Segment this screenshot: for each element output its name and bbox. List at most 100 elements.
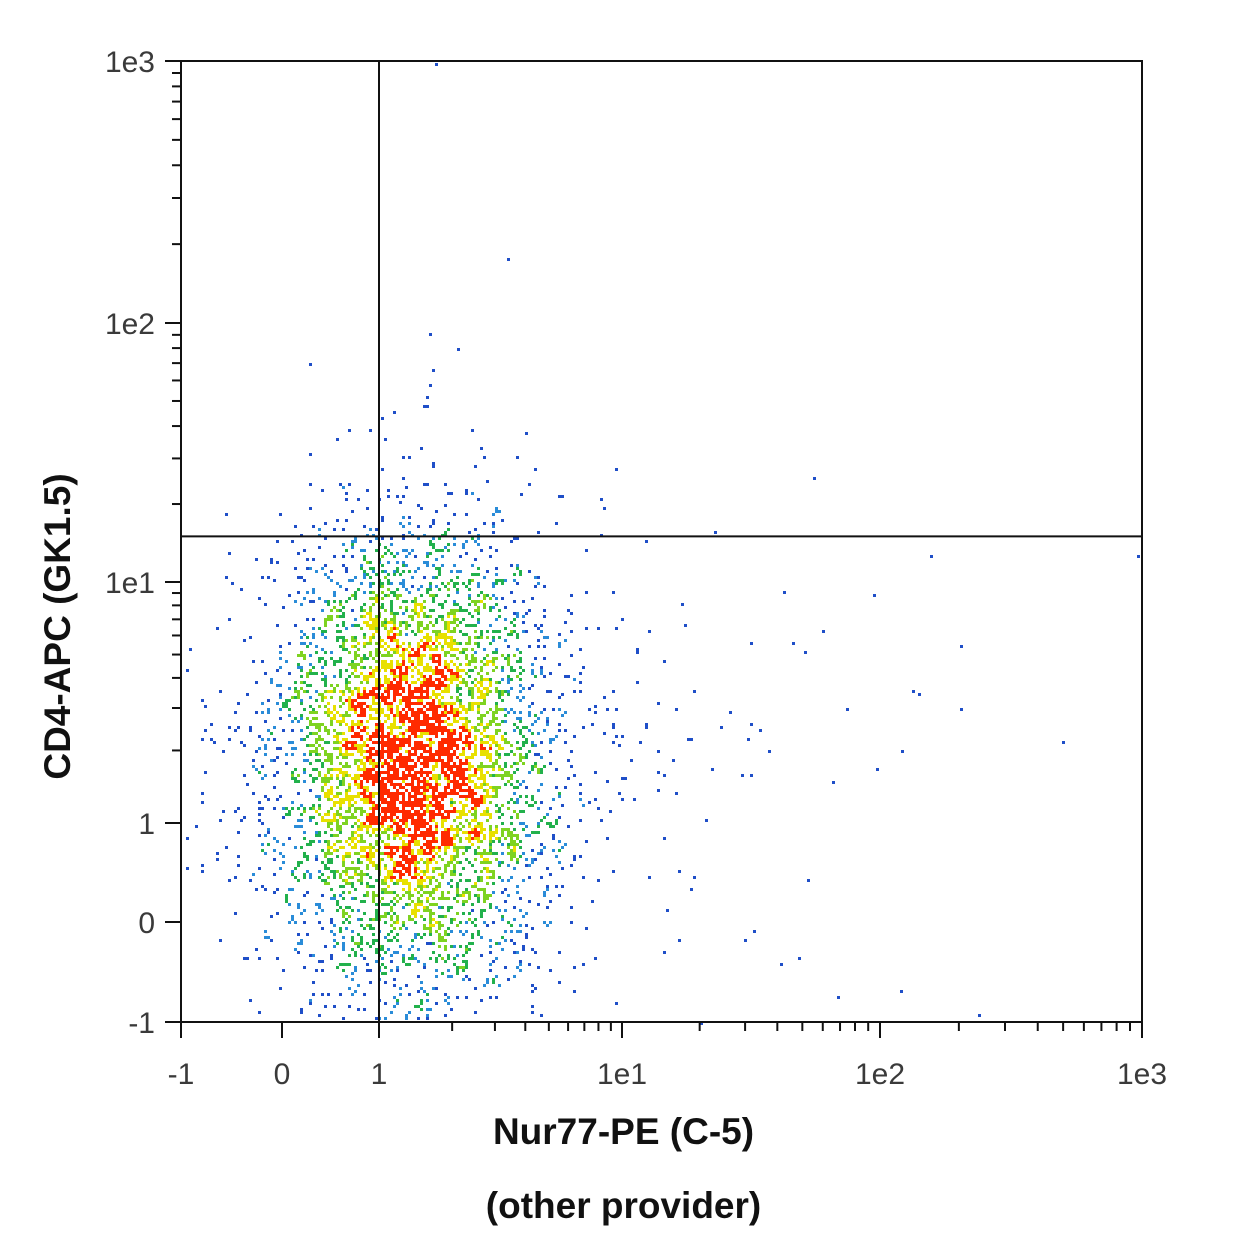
event-dot xyxy=(456,783,459,786)
event-dot xyxy=(486,867,489,870)
event-dot xyxy=(432,741,435,744)
event-dot xyxy=(432,465,435,468)
event-dot xyxy=(429,942,432,945)
event-dot xyxy=(447,975,450,978)
event-dot xyxy=(435,975,438,978)
event-dot xyxy=(390,870,393,873)
event-dot xyxy=(465,720,468,723)
event-dot xyxy=(465,663,468,666)
event-dot xyxy=(516,813,519,816)
event-dot xyxy=(483,606,486,609)
event-dot xyxy=(495,630,498,633)
event-dot xyxy=(477,618,480,621)
event-dot xyxy=(435,705,438,708)
event-dot xyxy=(435,813,438,816)
event-dot xyxy=(429,777,432,780)
event-dot xyxy=(462,777,465,780)
event-dot xyxy=(441,744,444,747)
event-dot xyxy=(417,756,420,759)
event-dot xyxy=(501,699,504,702)
event-dot xyxy=(474,678,477,681)
event-dot xyxy=(447,897,450,900)
event-dot xyxy=(447,813,450,816)
event-dot xyxy=(267,936,270,939)
event-dot xyxy=(339,885,342,888)
event-dot xyxy=(498,510,501,513)
event-dot xyxy=(414,906,417,909)
event-dot xyxy=(387,630,390,633)
event-dot xyxy=(405,963,408,966)
event-dot xyxy=(459,759,462,762)
event-dot xyxy=(369,690,372,693)
event-dot xyxy=(501,879,504,882)
event-dot xyxy=(420,1002,423,1005)
event-dot xyxy=(372,747,375,750)
event-dot xyxy=(486,819,489,822)
event-dot xyxy=(471,648,474,651)
event-dot xyxy=(351,930,354,933)
event-dot xyxy=(540,771,543,774)
event-dot xyxy=(435,786,438,789)
event-dot xyxy=(426,555,429,558)
event-dot xyxy=(468,729,471,732)
event-dot xyxy=(453,612,456,615)
event-dot xyxy=(393,651,396,654)
event-dot xyxy=(345,819,348,822)
event-dot xyxy=(492,870,495,873)
event-dot xyxy=(423,642,426,645)
event-dot xyxy=(450,792,453,795)
event-dot xyxy=(390,852,393,855)
event-dot xyxy=(417,801,420,804)
event-dot xyxy=(426,999,429,1002)
event-dot xyxy=(474,735,477,738)
event-dot xyxy=(267,576,270,579)
event-dot xyxy=(438,747,441,750)
event-dot xyxy=(675,708,678,711)
event-dot xyxy=(447,756,450,759)
event-dot xyxy=(477,897,480,900)
event-dot xyxy=(357,744,360,747)
event-dot xyxy=(465,996,468,999)
event-dot xyxy=(300,861,303,864)
event-dot xyxy=(405,633,408,636)
event-dot xyxy=(429,852,432,855)
event-dot xyxy=(846,708,849,711)
event-dot xyxy=(423,600,426,603)
event-dot xyxy=(483,594,486,597)
event-dot xyxy=(474,657,477,660)
event-dot xyxy=(768,750,771,753)
event-dot xyxy=(444,828,447,831)
event-dot xyxy=(534,765,537,768)
event-dot xyxy=(519,969,522,972)
event-dot xyxy=(288,687,291,690)
event-dot xyxy=(474,666,477,669)
event-dot xyxy=(300,804,303,807)
event-dot xyxy=(459,711,462,714)
event-dot xyxy=(516,615,519,618)
event-dot xyxy=(348,705,351,708)
event-dot xyxy=(504,627,507,630)
event-dot xyxy=(411,855,414,858)
event-dot xyxy=(390,795,393,798)
event-dot xyxy=(381,957,384,960)
event-dot xyxy=(474,726,477,729)
event-dot xyxy=(258,735,261,738)
event-dot xyxy=(462,891,465,894)
event-dot xyxy=(453,777,456,780)
event-dot xyxy=(528,729,531,732)
event-dot xyxy=(237,726,240,729)
event-dot xyxy=(387,495,390,498)
event-dot xyxy=(372,894,375,897)
event-dot xyxy=(411,894,414,897)
event-dot xyxy=(414,726,417,729)
event-dot xyxy=(432,564,435,567)
event-dot xyxy=(465,585,468,588)
event-dot xyxy=(399,792,402,795)
event-dot xyxy=(714,531,717,534)
event-dot xyxy=(390,768,393,771)
event-dot xyxy=(390,684,393,687)
event-dot xyxy=(345,810,348,813)
event-dot xyxy=(342,936,345,939)
event-dot xyxy=(375,729,378,732)
event-dot xyxy=(477,840,480,843)
